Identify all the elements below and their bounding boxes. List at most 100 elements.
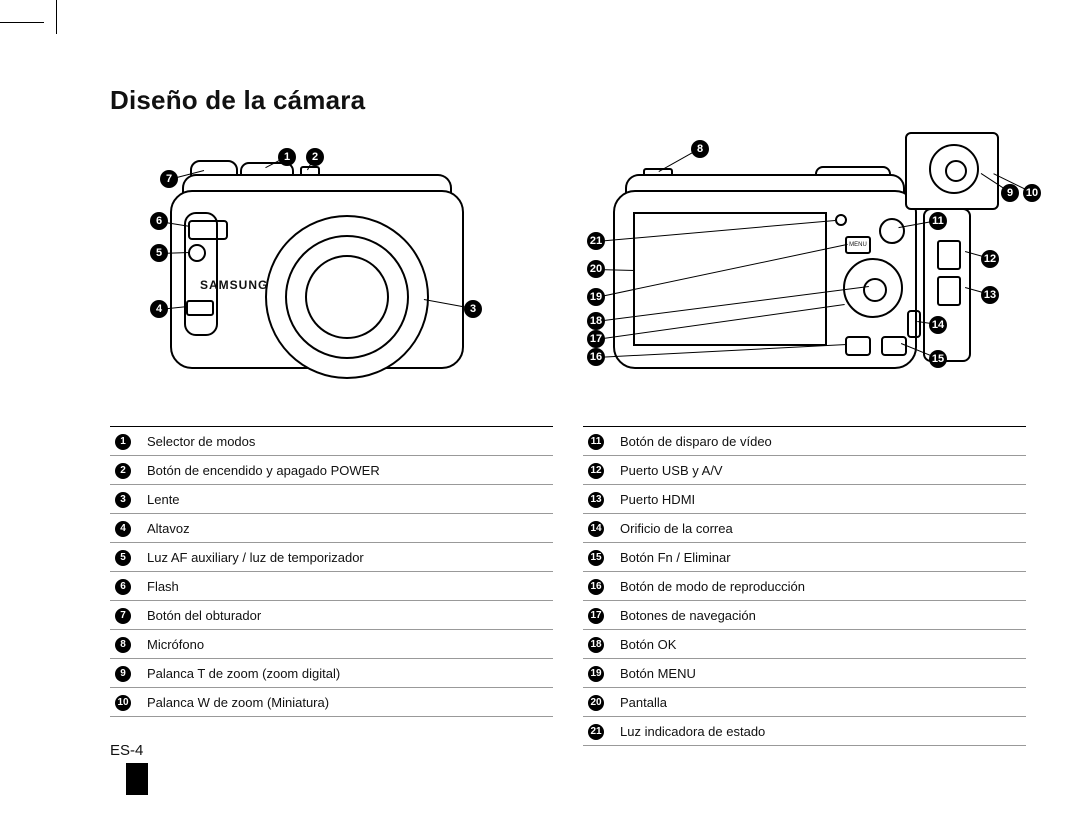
legend-label-cell: Botón OK [619, 630, 1026, 659]
callout-bubble: 5 [150, 244, 168, 262]
number-circle: 10 [115, 695, 131, 711]
legend-label-cell: Puerto USB y A/V [619, 456, 1026, 485]
callout-bubble: 19 [587, 288, 605, 306]
legend-label-cell: Luz AF auxiliary / luz de temporizador [146, 543, 553, 572]
number-circle: 21 [588, 724, 604, 740]
hdmi-port-shape [937, 276, 961, 306]
callout-bubble: 4 [150, 300, 168, 318]
legend-row: 12 Puerto USB y A/V [583, 456, 1026, 485]
callout-bubble: 18 [587, 312, 605, 330]
legend-table-right: 11 Botón de disparo de vídeo 12 Puerto USB … [583, 427, 1026, 746]
legend-number-cell: 20 [583, 688, 619, 717]
legend-number-cell: 9 [110, 659, 146, 688]
legend-number-cell: 3 [110, 485, 146, 514]
number-circle: 2 [115, 463, 131, 479]
legend-row: 3Lente [110, 485, 553, 514]
legend-row: 19 Botón MENU [583, 659, 1026, 688]
fn-button-shape [881, 336, 907, 356]
zoom-wheel-shape [929, 144, 979, 194]
legend-number-cell: 13 [583, 485, 619, 514]
legend-label-cell: Selector de modos [146, 427, 553, 456]
callout-bubble: 3 [464, 300, 482, 318]
number-circle: 7 [115, 608, 131, 624]
callout-bubble: 14 [929, 316, 947, 334]
legend-row: 2Botón de encendido y apagado POWER [110, 456, 553, 485]
crop-mark-vertical [56, 0, 57, 34]
callout-bubble: 8 [691, 140, 709, 158]
callout-bubble: 1 [278, 148, 296, 166]
callout-bubble: 10 [1023, 184, 1041, 202]
number-circle: 12 [588, 463, 604, 479]
strap-hole-shape [907, 310, 921, 338]
brand-label: SAMSUNG [200, 278, 268, 292]
number-circle: 16 [588, 579, 604, 595]
callout-bubble: 11 [929, 212, 947, 230]
number-circle: 1 [115, 434, 131, 450]
menu-button-shape: MENU [845, 236, 871, 254]
callout-bubble: 12 [981, 250, 999, 268]
legend-row: 6Flash [110, 572, 553, 601]
legend-label-cell: Palanca T de zoom (zoom digital) [146, 659, 553, 688]
callout-bubble: 9 [1001, 184, 1019, 202]
legend-label-cell: Flash [146, 572, 553, 601]
number-circle: 17 [588, 608, 604, 624]
status-led-shape [835, 214, 847, 226]
number-circle: 4 [115, 521, 131, 537]
legend-tables: 1 Selector de modos2Botón de encendido y … [110, 426, 1026, 746]
legend-number-cell: 17 [583, 601, 619, 630]
legend-label-cell: Lente [146, 485, 553, 514]
number-circle: 13 [588, 492, 604, 508]
legend-label-cell: Altavoz [146, 514, 553, 543]
legend-row: 8Micrófono [110, 630, 553, 659]
crop-mark-horizontal [0, 22, 44, 23]
legend-number-cell: 14 [583, 514, 619, 543]
legend-left-column: 1 Selector de modos2Botón de encendido y … [110, 426, 553, 746]
lens-inner [305, 255, 389, 339]
camera-front-diagram: SAMSUNG 1276543 [110, 140, 553, 400]
legend-table-left: 1 Selector de modos2Botón de encendido y … [110, 427, 553, 717]
number-circle: 20 [588, 695, 604, 711]
speaker-shape [186, 300, 214, 316]
number-circle: 9 [115, 666, 131, 682]
legend-label-cell: Botón MENU [619, 659, 1026, 688]
legend-row: 17Botones de navegación [583, 601, 1026, 630]
lcd-screen-shape [633, 212, 827, 346]
legend-row: 18Botón OK [583, 630, 1026, 659]
legend-label-cell: Botón de disparo de vídeo [619, 427, 1026, 456]
legend-number-cell: 6 [110, 572, 146, 601]
callout-bubble: 21 [587, 232, 605, 250]
playback-button-shape [845, 336, 871, 356]
number-circle: 14 [588, 521, 604, 537]
page-number: ES-4 [110, 742, 143, 759]
number-circle: 15 [588, 550, 604, 566]
legend-number-cell: 7 [110, 601, 146, 630]
figures-row: SAMSUNG 1276543 MENU [110, 140, 1026, 400]
camera-back-diagram: MENU 89101112131415161718192021 [583, 140, 1026, 400]
legend-label-cell: Orificio de la correa [619, 514, 1026, 543]
legend-label-cell: Puerto HDMI [619, 485, 1026, 514]
legend-label-cell: Pantalla [619, 688, 1026, 717]
number-circle: 11 [588, 434, 604, 450]
legend-number-cell: 15 [583, 543, 619, 572]
legend-row: 4 Altavoz [110, 514, 553, 543]
callout-bubble: 15 [929, 350, 947, 368]
record-button-shape [879, 218, 905, 244]
legend-label-cell: Luz indicadora de estado [619, 717, 1026, 746]
legend-number-cell: 16 [583, 572, 619, 601]
legend-row: 9 Palanca T de zoom (zoom digital) [110, 659, 553, 688]
number-circle: 19 [588, 666, 604, 682]
legend-number-cell: 8 [110, 630, 146, 659]
legend-label-cell: Micrófono [146, 630, 553, 659]
legend-label-cell: Botón de modo de reproducción [619, 572, 1026, 601]
thumb-tab [126, 763, 148, 795]
callout-bubble: 20 [587, 260, 605, 278]
callout-bubble: 16 [587, 348, 605, 366]
callout-bubble: 6 [150, 212, 168, 230]
page-title: Diseño de la cámara [110, 85, 1026, 116]
legend-row: 1 Selector de modos [110, 427, 553, 456]
callout-bubble: 13 [981, 286, 999, 304]
af-lamp-shape [188, 244, 206, 262]
flash-shape [188, 220, 228, 240]
usb-port-shape [937, 240, 961, 270]
legend-number-cell: 5 [110, 543, 146, 572]
